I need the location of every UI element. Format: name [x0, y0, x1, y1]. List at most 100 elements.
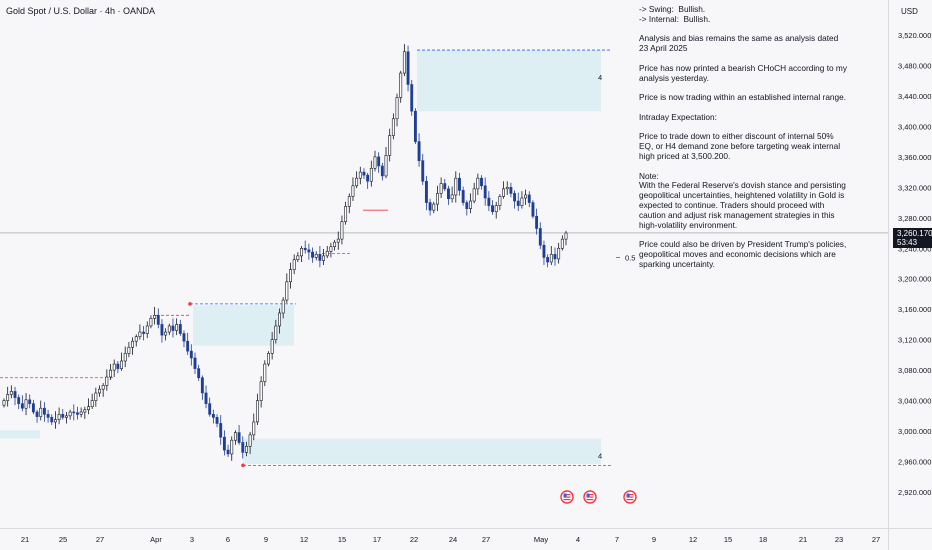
- candle-up: [145, 325, 149, 334]
- candle-down: [204, 392, 208, 404]
- candle-down: [20, 403, 24, 409]
- candle-up: [432, 203, 436, 211]
- x-tick-label: May: [534, 535, 548, 544]
- candle-down: [458, 177, 461, 191]
- candle-up: [263, 363, 267, 382]
- candle-up: [278, 312, 281, 327]
- candle-up: [384, 155, 388, 177]
- candle-up: [98, 388, 101, 394]
- x-tick-label: 22: [410, 535, 418, 544]
- event-flag-icon[interactable]: [583, 490, 597, 504]
- candle-down: [509, 187, 513, 194]
- flag-stripe: [626, 496, 634, 498]
- flag-stripe: [563, 499, 571, 501]
- candle-down: [443, 183, 447, 190]
- candle-down: [28, 399, 32, 404]
- y-tick-label: 3,440.000: [898, 92, 931, 101]
- candle-up: [549, 254, 553, 263]
- x-tick-label: 27: [872, 535, 880, 544]
- candle-up: [296, 255, 300, 260]
- flag-stripe: [563, 496, 571, 498]
- candle-up: [230, 439, 234, 455]
- event-flag-icon[interactable]: [623, 490, 637, 504]
- candle-up: [39, 407, 43, 417]
- y-tick-label: 3,160.000: [898, 305, 931, 314]
- x-tick-label: Apr: [150, 535, 162, 544]
- candle-down: [237, 432, 241, 443]
- y-tick-label: 2,920.000: [898, 488, 931, 497]
- candle-up: [340, 221, 344, 240]
- last-price-tag: 3,260.170 53:43: [893, 228, 932, 248]
- candle-down: [241, 442, 245, 453]
- candle-up: [123, 353, 127, 362]
- candle-up: [87, 406, 90, 411]
- candle-down: [178, 324, 182, 334]
- candle-up: [90, 400, 94, 407]
- candle-down: [219, 423, 223, 438]
- candle-down: [527, 194, 531, 203]
- candle-up: [300, 247, 303, 257]
- candle-down: [35, 411, 39, 417]
- candle-down: [171, 325, 175, 331]
- y-tick-label: 2,960.000: [898, 458, 931, 467]
- note-paragraph: Note: With the Federal Reserve's dovish …: [639, 170, 846, 230]
- y-tick-label: 3,080.000: [898, 366, 931, 375]
- candle-up: [358, 171, 362, 179]
- candle-up: [388, 135, 392, 156]
- candle-up: [9, 391, 13, 395]
- y-tick-label: 3,000.000: [898, 427, 931, 436]
- x-tick-label: 15: [724, 535, 732, 544]
- y-tick-label: 3,040.000: [898, 397, 931, 406]
- candle-up: [373, 156, 377, 169]
- candle-down: [156, 314, 160, 325]
- candle-up: [476, 177, 480, 190]
- candle-down: [428, 202, 432, 211]
- candle-down: [226, 449, 230, 455]
- y-tick-label: 3,240.000: [898, 244, 931, 253]
- candle-down: [160, 324, 164, 336]
- candle-up: [6, 394, 10, 401]
- candle-down: [142, 331, 146, 334]
- candle-up: [83, 409, 87, 413]
- extras-layer: 0.5 4 4: [188, 73, 637, 504]
- candle-up: [454, 177, 458, 196]
- candle-up: [94, 392, 98, 401]
- x-tick-label: 4: [576, 535, 580, 544]
- candle-up: [469, 200, 472, 209]
- candle-down: [193, 357, 197, 369]
- y-tick-label: 3,200.000: [898, 275, 931, 284]
- candle-down: [362, 171, 366, 176]
- candle-up: [289, 269, 292, 283]
- flag-canton: [586, 493, 590, 497]
- x-tick-label: 27: [482, 535, 490, 544]
- candle-up: [57, 414, 61, 420]
- note-paragraph: Price could also be driven by President …: [639, 239, 849, 269]
- candle-up: [435, 193, 439, 205]
- candle-up: [138, 331, 142, 337]
- candle-up: [560, 238, 564, 249]
- zone-label: 4: [598, 73, 602, 82]
- candle-up: [164, 331, 168, 336]
- demand-zone: [243, 438, 601, 464]
- candle-up: [101, 385, 105, 390]
- candle-up: [244, 445, 248, 453]
- candle-up: [68, 411, 72, 417]
- note-paragraph: Price to trade down to either discount o…: [639, 131, 843, 161]
- flag-stripe: [586, 496, 594, 498]
- x-tick-label: 17: [373, 535, 381, 544]
- note-paragraph: Price has now printed a bearish CHoCH ac…: [639, 62, 850, 83]
- candle-up: [79, 411, 83, 415]
- candle-up: [167, 325, 171, 333]
- y-tick-label: 3,360.000: [898, 153, 931, 162]
- x-tick-label: 23: [835, 535, 843, 544]
- candle-down: [76, 412, 79, 415]
- candle-down: [197, 368, 201, 379]
- candle-down: [13, 391, 17, 398]
- currency-label[interactable]: USD: [901, 7, 918, 16]
- candle-down: [17, 397, 21, 404]
- candles-layer: [2, 44, 568, 461]
- event-flag-icon[interactable]: [560, 490, 574, 504]
- candle-down: [182, 333, 186, 342]
- x-tick-label: 12: [689, 535, 697, 544]
